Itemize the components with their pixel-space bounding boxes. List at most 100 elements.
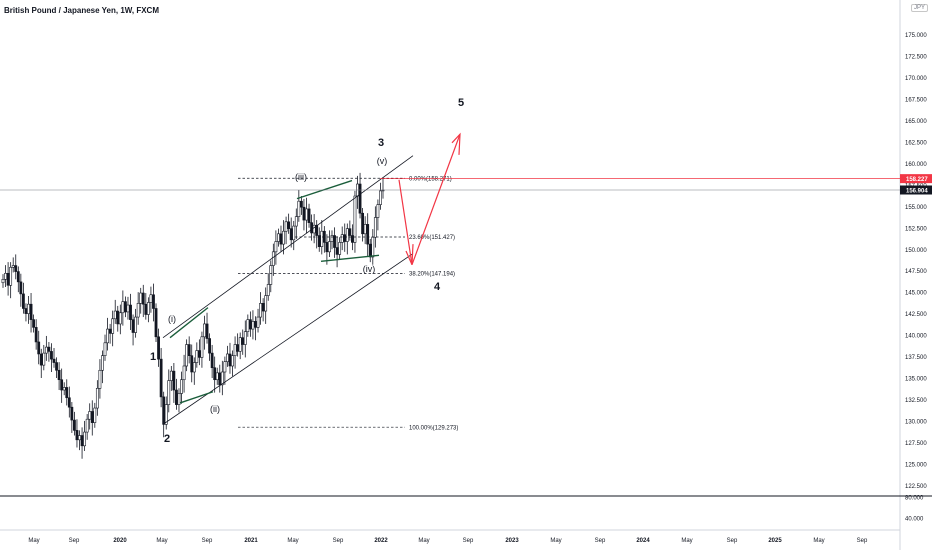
y-tick-label: 125.000 — [905, 462, 927, 468]
candle-body — [205, 323, 209, 339]
wedge-line — [296, 179, 353, 200]
candle-body — [317, 235, 321, 247]
wave-label: (i) — [168, 314, 176, 324]
candle-body — [164, 404, 168, 425]
candle-body — [149, 294, 153, 303]
y-tick-label: 152.500 — [905, 226, 927, 232]
y-tick-label: 137.500 — [905, 355, 927, 361]
y-tick-label: 135.000 — [905, 377, 927, 383]
candle-body — [16, 271, 20, 283]
y-tick-label: 147.500 — [905, 269, 927, 275]
candle-body — [218, 372, 222, 386]
candle-body — [266, 284, 270, 296]
candle-body — [338, 242, 342, 255]
candle-body — [236, 344, 240, 352]
wedge-line — [320, 254, 380, 262]
candle-body — [62, 387, 66, 391]
y-tick-label: 140.000 — [905, 334, 927, 340]
candle-body — [111, 318, 115, 334]
candle-body — [343, 234, 347, 242]
candle-body — [368, 243, 372, 258]
candle-body — [126, 304, 130, 313]
candle-body — [50, 351, 53, 360]
candle-body — [208, 338, 211, 354]
volume-tick-label: 80.000 — [905, 496, 924, 502]
candle-body — [57, 369, 61, 381]
candle-body — [113, 310, 117, 320]
candle-body — [259, 303, 262, 318]
target-price-tag — [900, 174, 932, 184]
candle-body — [226, 353, 229, 363]
candle-body — [14, 265, 18, 272]
wave-label: (ii) — [210, 404, 220, 414]
x-tick-label: 2025 — [768, 538, 782, 544]
candle-body — [363, 224, 367, 235]
candle-body — [371, 236, 375, 258]
candle-body — [136, 303, 140, 318]
fib-level-label: 23.60%(151.427) — [409, 235, 455, 241]
candle-body — [348, 228, 352, 236]
candle-body — [243, 331, 247, 345]
candle-body — [177, 393, 181, 405]
candle-body — [353, 195, 357, 243]
candle-body — [274, 241, 278, 253]
candle-body — [80, 435, 84, 447]
y-tick-label: 130.000 — [905, 419, 927, 425]
currency-badge[interactable]: JPY — [910, 4, 928, 12]
candle-body — [11, 265, 15, 268]
candle-body — [379, 190, 382, 205]
candle-body — [129, 304, 132, 320]
x-tick-label: 2024 — [636, 538, 650, 544]
candle-body — [238, 337, 242, 352]
candle-body — [1, 278, 5, 284]
candle-body — [366, 224, 370, 245]
x-tick-label: Sep — [202, 538, 213, 544]
candle-body — [116, 310, 120, 325]
projection-arrow-head — [405, 244, 414, 265]
chart-title: British Pound / Japanese Yen, 1W, FXCM — [4, 6, 159, 15]
candle-body — [292, 225, 296, 241]
candle-body — [121, 301, 125, 314]
x-tick-label: Sep — [595, 538, 606, 544]
candle-body — [287, 221, 291, 229]
wedge-line — [179, 391, 214, 404]
fib-level-label: 0.00%(158.271) — [409, 176, 452, 182]
candle-body — [172, 370, 176, 391]
candle-body — [9, 266, 13, 286]
candle-body — [75, 430, 79, 441]
candle-body — [93, 407, 97, 423]
candle-body — [106, 328, 109, 344]
x-tick-label: May — [550, 538, 561, 544]
candle-body — [284, 221, 288, 232]
candle-body — [124, 301, 127, 313]
candle-body — [269, 265, 273, 285]
volume-tick-label: 40.000 — [905, 517, 924, 523]
candle-body — [6, 272, 10, 286]
candle-body — [340, 234, 344, 243]
candle-body — [108, 328, 112, 334]
candle-body — [169, 370, 173, 381]
candle-body — [60, 379, 64, 391]
candle-body — [279, 233, 283, 245]
candle-body — [294, 216, 298, 227]
candle-body — [335, 247, 339, 255]
wave-label: 4 — [434, 281, 441, 293]
wave-label: 2 — [164, 433, 170, 445]
candle-body — [256, 316, 260, 328]
candle-body — [157, 336, 160, 360]
candle-body — [200, 336, 204, 358]
candle-body — [213, 367, 217, 381]
candle-body — [175, 389, 178, 405]
x-tick-label: 2020 — [113, 538, 127, 544]
y-tick-label: 160.000 — [905, 162, 927, 168]
candle-body — [261, 303, 265, 312]
fib-level-label: 38.20%(147.194) — [409, 272, 455, 278]
candle-body — [241, 337, 245, 345]
candle-body — [139, 292, 143, 304]
candle-body — [246, 319, 250, 332]
y-tick-label: 132.500 — [905, 398, 927, 404]
candle-body — [146, 302, 150, 315]
candle-body — [152, 294, 155, 309]
candle-body — [264, 295, 268, 312]
